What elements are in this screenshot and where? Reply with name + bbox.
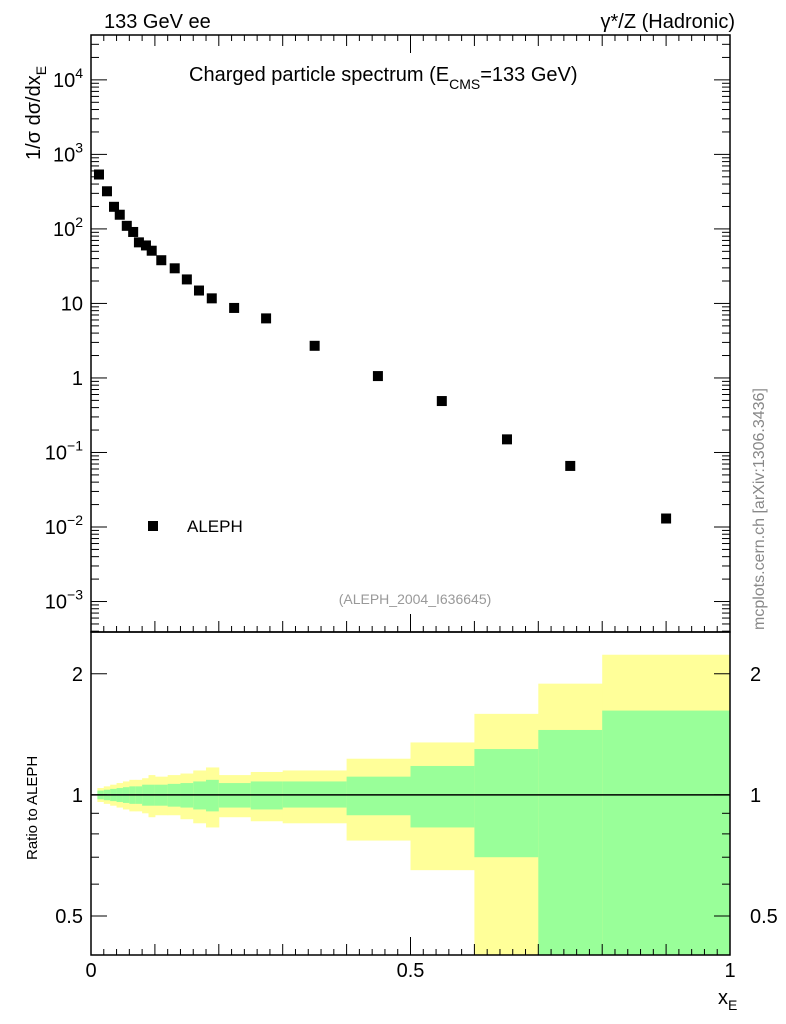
- y-tick-label: 10−1: [45, 437, 83, 464]
- header-right: γ*/Z (Hadronic): [601, 11, 735, 33]
- data-point: [133, 237, 144, 248]
- data-point: [93, 169, 104, 180]
- inner-band: [474, 749, 539, 858]
- ratio-y-label: Ratio to ALEPH: [24, 756, 41, 860]
- y-tick-label: 104: [53, 65, 83, 92]
- data-point: [436, 396, 447, 407]
- y-tick-label: 1: [72, 368, 83, 390]
- x-axis-label: xE: [718, 987, 737, 1013]
- data-point: [501, 434, 512, 445]
- data-points: [93, 169, 672, 524]
- watermark: mcplots.cern.ch [arXiv:1306.3436]: [751, 388, 768, 630]
- data-point: [128, 226, 139, 237]
- x-tick-label: 1: [724, 960, 735, 982]
- header-left: 133 GeV ee: [104, 11, 211, 33]
- analysis-label: (ALEPH_2004_I636645): [339, 591, 492, 607]
- x-tick-label: 0.5: [397, 960, 425, 982]
- axes: 10−3 10−2 10−1 1 10 102 103 104 0 0.5 1 0.5 0.5 1 1 2 2: [45, 34, 778, 982]
- ratio-y-tick-label: 2: [72, 664, 83, 686]
- data-point: [114, 209, 125, 220]
- legend-marker: [148, 521, 158, 531]
- y-tick-label: 103: [53, 139, 83, 166]
- y-tick-label: 10−3: [45, 587, 83, 614]
- y-axis-label: 1/σ dσ/dxE: [23, 66, 49, 160]
- data-point: [156, 255, 167, 266]
- data-point: [193, 285, 204, 296]
- inner-band: [602, 710, 731, 955]
- data-point: [140, 240, 151, 251]
- legend-label: ALEPH: [187, 517, 243, 536]
- ratio-y-tick-label: 0.5: [55, 906, 83, 928]
- ratio-bands: [97, 654, 731, 955]
- data-point: [146, 245, 157, 256]
- ratio-y-tick-label-right: 2: [750, 664, 761, 686]
- data-point: [109, 201, 120, 212]
- ratio-y-tick-label-right: 1: [750, 785, 761, 807]
- ratio-y-tick-label-right: 0.5: [750, 906, 778, 928]
- data-point: [169, 263, 180, 274]
- main-frame: [90, 34, 731, 633]
- chart-title: Charged particle spectrum (ECMS=133 GeV): [189, 64, 578, 92]
- data-point: [229, 302, 240, 313]
- data-point: [372, 371, 383, 382]
- ratio-y-tick-label: 1: [72, 785, 83, 807]
- y-tick-label: 10: [61, 293, 83, 315]
- x-tick-label: 0: [85, 960, 96, 982]
- y-tick-label: 102: [53, 214, 83, 241]
- data-point: [121, 220, 132, 231]
- inner-band: [410, 765, 475, 828]
- data-point: [661, 513, 672, 524]
- inner-band: [538, 729, 603, 955]
- data-point: [181, 274, 192, 285]
- inner-band: [346, 776, 411, 816]
- data-point: [565, 460, 576, 471]
- data-point: [261, 313, 272, 324]
- data-point: [101, 186, 112, 197]
- data-point: [309, 340, 320, 351]
- data-point: [206, 293, 217, 304]
- y-tick-label: 10−2: [45, 512, 83, 539]
